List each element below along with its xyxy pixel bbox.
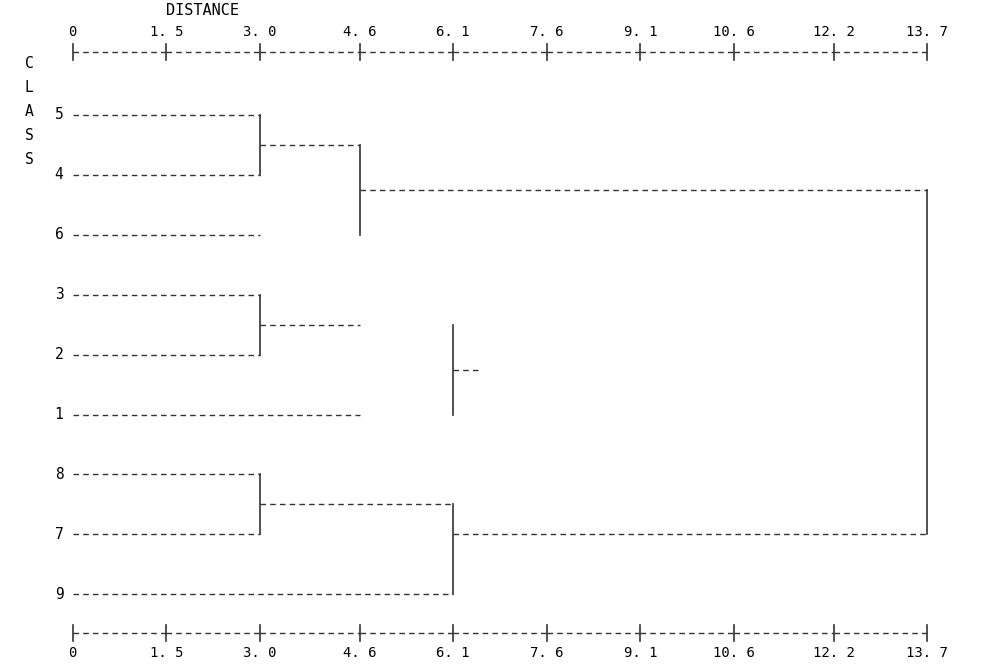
Text: A: A	[25, 105, 33, 119]
Text: 9: 9	[55, 587, 63, 602]
Text: 4. 6: 4. 6	[343, 25, 376, 39]
Text: 9. 1: 9. 1	[624, 25, 657, 39]
Text: 13. 7: 13. 7	[906, 647, 948, 661]
Text: 7. 6: 7. 6	[530, 25, 564, 39]
Text: 6: 6	[55, 227, 63, 242]
Text: 3. 0: 3. 0	[243, 647, 277, 661]
Text: 1: 1	[55, 407, 63, 422]
Text: 3. 0: 3. 0	[243, 25, 277, 39]
Text: C: C	[25, 57, 33, 71]
Text: 7: 7	[55, 527, 63, 542]
Text: S: S	[25, 153, 33, 167]
Text: 12. 2: 12. 2	[813, 647, 855, 661]
Text: 13. 7: 13. 7	[906, 25, 948, 39]
Text: 4: 4	[55, 167, 63, 182]
Text: 2: 2	[55, 347, 63, 362]
Text: 0: 0	[69, 647, 77, 661]
Text: 12. 2: 12. 2	[813, 25, 855, 39]
Text: 6. 1: 6. 1	[436, 25, 470, 39]
Text: S: S	[25, 129, 33, 143]
Text: 6. 1: 6. 1	[436, 647, 470, 661]
Text: 5: 5	[55, 107, 63, 123]
Text: 1. 5: 1. 5	[150, 647, 183, 661]
Text: 7. 6: 7. 6	[530, 647, 564, 661]
Text: 10. 6: 10. 6	[713, 647, 755, 661]
Text: 9. 1: 9. 1	[624, 647, 657, 661]
Text: 1. 5: 1. 5	[150, 25, 183, 39]
Text: 8: 8	[55, 467, 63, 482]
Text: 3: 3	[55, 287, 63, 302]
Text: DISTANCE: DISTANCE	[166, 3, 239, 18]
Text: L: L	[25, 81, 33, 95]
Text: 4. 6: 4. 6	[343, 647, 376, 661]
Text: 10. 6: 10. 6	[713, 25, 755, 39]
Text: 0: 0	[69, 25, 77, 39]
